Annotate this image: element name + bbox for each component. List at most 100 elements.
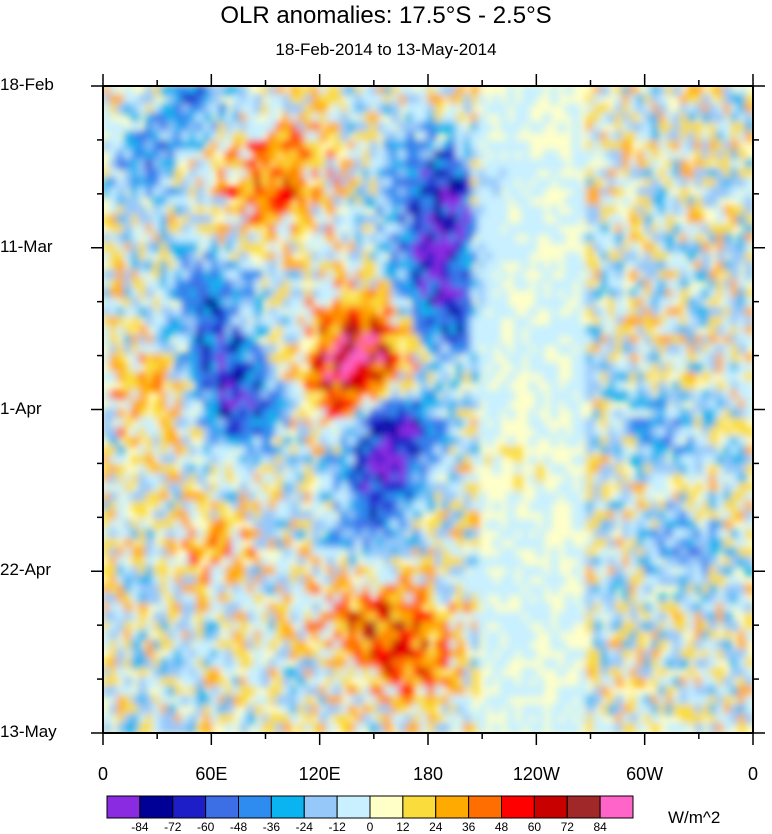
heatmap-cell — [297, 168, 307, 180]
heatmap-cell — [614, 232, 624, 245]
heatmap-cell — [390, 417, 401, 429]
heatmap-cell — [224, 528, 234, 540]
heatmap-cell — [643, 316, 653, 328]
heatmap-cell — [441, 482, 451, 494]
heatmap-cell — [455, 325, 466, 337]
heatmap-cell — [239, 121, 249, 134]
heatmap-cell — [730, 417, 740, 429]
heatmap-cell — [600, 547, 610, 559]
heatmap-cell — [260, 417, 271, 429]
heatmap-cell — [679, 232, 689, 245]
heatmap-cell — [116, 454, 126, 466]
heatmap-cell — [434, 86, 444, 97]
heatmap-cell — [672, 260, 682, 272]
heatmap-cell — [159, 103, 169, 115]
heatmap-cell — [152, 500, 162, 513]
heatmap-cell — [679, 722, 689, 733]
heatmap-cell — [484, 602, 494, 614]
heatmap-cell — [636, 704, 646, 716]
heatmap-cell — [398, 417, 408, 429]
heatmap-cell — [116, 473, 126, 485]
heatmap-cell — [116, 343, 126, 356]
heatmap-cell — [159, 482, 169, 494]
heatmap-cell — [282, 436, 292, 448]
heatmap-cell — [636, 214, 646, 226]
heatmap-cell — [130, 112, 141, 124]
heatmap-cell — [383, 528, 393, 540]
heatmap-cell — [325, 390, 336, 402]
heatmap-cell — [701, 131, 711, 143]
heatmap-cell — [643, 510, 653, 522]
heatmap-cell — [246, 510, 256, 522]
heatmap-cell — [362, 602, 372, 614]
heatmap-cell — [224, 639, 234, 651]
heatmap-cell — [492, 103, 502, 115]
heatmap-cell — [282, 528, 292, 540]
heatmap-cell — [268, 121, 278, 134]
heatmap-cell — [268, 279, 278, 291]
heatmap-cell — [744, 565, 753, 577]
heatmap-cell — [152, 242, 162, 254]
heatmap-cell — [557, 390, 567, 402]
heatmap-cell — [260, 445, 271, 457]
heatmap-cell — [340, 316, 350, 328]
heatmap-cell — [246, 473, 256, 485]
heatmap-cell — [224, 445, 234, 457]
heatmap-cell — [744, 94, 753, 106]
heatmap-cell — [448, 565, 458, 577]
heatmap-cell — [390, 574, 401, 587]
heatmap-cell — [484, 279, 494, 291]
heatmap-cell — [405, 131, 415, 143]
heatmap-cell — [390, 436, 401, 448]
heatmap-cell — [419, 325, 429, 337]
heatmap-cell — [109, 390, 119, 402]
heatmap-cell — [362, 279, 372, 291]
heatmap-cell — [723, 297, 733, 309]
heatmap-cell — [448, 297, 458, 309]
heatmap-cell — [535, 602, 545, 614]
heatmap-cell — [737, 121, 747, 134]
heatmap-cell — [658, 205, 668, 217]
heatmap-cell — [585, 593, 596, 605]
heatmap-cell — [593, 343, 603, 356]
heatmap-cell — [549, 547, 559, 559]
heatmap-cell — [210, 362, 220, 374]
heatmap-cell — [614, 463, 624, 476]
heatmap-cell — [427, 574, 437, 587]
heatmap-cell — [181, 251, 191, 263]
heatmap-cell — [427, 454, 437, 466]
heatmap-cell — [103, 417, 112, 429]
heatmap-cell — [658, 121, 668, 134]
heatmap-cell — [253, 445, 263, 457]
heatmap-cell — [470, 334, 480, 346]
heatmap-cell — [203, 436, 213, 448]
heatmap-cell — [253, 621, 263, 633]
heatmap-cell — [463, 306, 473, 319]
heatmap-cell — [232, 86, 242, 97]
heatmap-cell — [593, 140, 603, 152]
heatmap-cell — [715, 94, 726, 106]
heatmap-cell — [448, 547, 458, 559]
heatmap-cell — [463, 510, 473, 522]
heatmap-cell — [412, 565, 422, 577]
heatmap-cell — [130, 380, 141, 393]
heatmap-cell — [130, 131, 141, 143]
heatmap-cell — [463, 390, 473, 402]
heatmap-cell — [398, 547, 408, 559]
heatmap-cell — [297, 140, 307, 152]
heatmap-cell — [535, 260, 545, 272]
heatmap-cell — [528, 685, 538, 698]
heatmap-cell — [744, 602, 753, 614]
heatmap-cell — [275, 528, 285, 540]
heatmap-cell — [607, 353, 617, 365]
heatmap-cell — [600, 463, 610, 476]
heatmap-cell — [593, 593, 603, 605]
heatmap-cell — [311, 704, 321, 716]
heatmap-cell — [354, 306, 364, 319]
heatmap-cell — [730, 186, 740, 198]
heatmap-cell — [253, 380, 263, 393]
heatmap-cell — [159, 334, 169, 346]
heatmap-cell — [109, 500, 119, 513]
heatmap-cell — [325, 94, 336, 106]
heatmap-cell — [340, 86, 350, 97]
